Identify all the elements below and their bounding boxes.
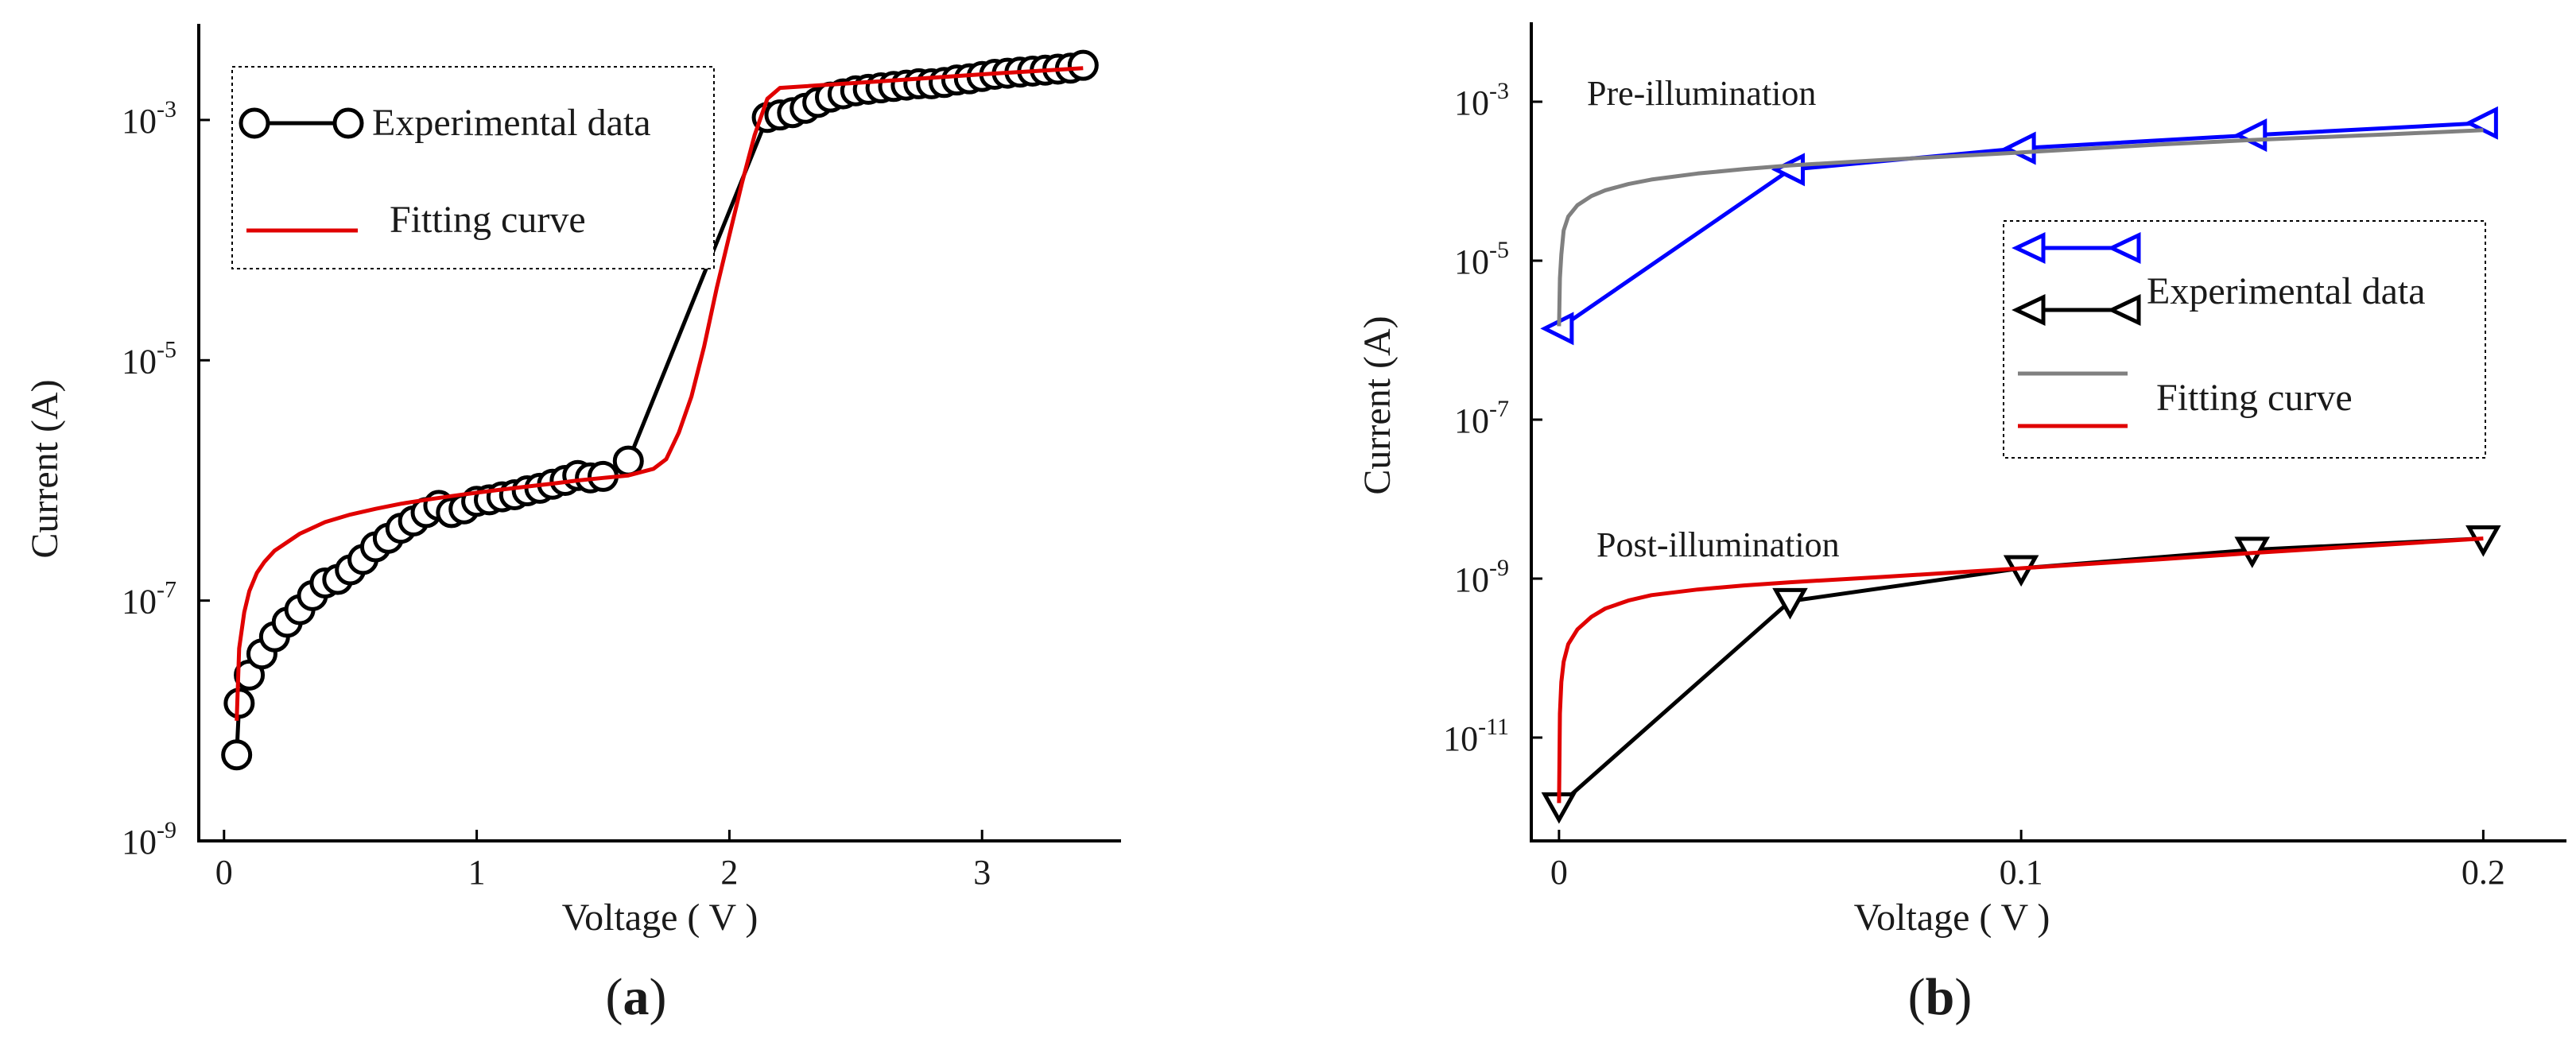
panel-b-legend-entry-experimental-pre	[2012, 232, 2141, 264]
panel-b-legend-box	[2003, 220, 2486, 459]
panel-b-data-point	[1771, 153, 1805, 187]
panel-b-legend-label-fitting: Fitting curve	[2156, 377, 2353, 419]
panel-a-series	[221, 49, 1099, 771]
panel-a-y-tick-label: 10-9	[122, 817, 177, 862]
panel-b-annotation-pre: Pre-illumination	[1587, 74, 1816, 113]
circle-marker-icon	[239, 107, 270, 139]
panel-a-x-tick-label: 3	[973, 853, 991, 892]
panel-a-label: (a)	[606, 968, 667, 1026]
panel-b-x-tick-label: 0	[1550, 853, 1568, 892]
triangle-left-marker-icon	[2107, 232, 2141, 264]
panel-b-series-line-fitting-curve-pre-illumination	[1557, 128, 2484, 327]
panel-b-y-tick-label: 10-11	[1443, 714, 1509, 758]
panel-b-x-ticks: 0 0.1 0.2	[1550, 830, 2505, 892]
panel-a-series-line-fitting-curve-1	[235, 66, 1084, 721]
panel-b-y-tick-label: 10-3	[1454, 78, 1509, 122]
panel-b-y-tick-label: 10-5	[1454, 237, 1509, 281]
panel-a-legend-box	[231, 66, 715, 269]
panel-b-legend-label-experimental: Experimental data	[2147, 270, 2426, 312]
panel-a-legend-entry-experimental: Experimental data	[239, 102, 651, 144]
panel-a-x-tick-label: 1	[468, 853, 486, 892]
triangle-left-marker-icon	[2012, 294, 2046, 326]
panel-a-x-tick-label: 2	[720, 853, 738, 892]
panel-a-legend-label-experimental: Experimental data	[372, 102, 651, 144]
panel-a-y-tick-label: 10-3	[122, 96, 177, 141]
panel-b-y-axis-title: Current (A)	[1356, 316, 1399, 494]
triangle-left-marker-icon	[2107, 294, 2141, 326]
panel-a-legend-label-fitting: Fitting curve	[390, 199, 586, 241]
panel-b-label-letter: b	[1926, 968, 1955, 1026]
panel-b-y-tick-label: 10-9	[1454, 555, 1509, 599]
panel-a-y-tick-label: 10-7	[122, 577, 177, 622]
panel-b-annotation-post: Post-illumination	[1596, 525, 1840, 564]
circle-marker-icon	[332, 107, 364, 139]
panel-b-x-tick-label: 0.2	[2462, 853, 2505, 892]
panel-b-x-axis-title: Voltage ( V )	[1854, 897, 2050, 939]
panel-a-label-letter: a	[623, 968, 650, 1026]
panel-a-x-axis-title: Voltage ( V )	[562, 897, 758, 939]
panel-a-data-point	[221, 739, 253, 771]
panel-a-legend-entry-fitting: Fitting curve	[246, 199, 586, 241]
panel-a-y-ticks: 10-9 10-7 10-5 10-3	[122, 96, 210, 862]
panel-b-data-point	[2002, 131, 2036, 165]
panel-a-y-axis-title: Current (A)	[24, 379, 66, 558]
panel-a-chart: 0 1 2 3 10-9 10-7 10-5 10-3 Voltage ( V ) Curr…	[24, 24, 1121, 1026]
panel-b-y-tick-label: 10-7	[1454, 396, 1509, 440]
panel-b-series	[1540, 106, 2501, 824]
panel-b-y-ticks: 10-11 10-9 10-7 10-5 10-3	[1443, 78, 1542, 758]
panel-a-legend: Experimental data Fitting curve	[231, 66, 715, 269]
triangle-left-marker-icon	[2012, 232, 2046, 264]
panel-a-y-tick-label: 10-5	[122, 336, 177, 381]
panel-a-data-point	[1067, 49, 1099, 81]
panel-b-label: (b)	[1908, 968, 1973, 1026]
panel-b-legend: Experimental data Fitting curve	[2003, 220, 2486, 459]
panel-b-x-tick-label: 0.1	[2000, 853, 2043, 892]
panel-b-axes	[1530, 22, 2566, 842]
panel-b-chart: 0 0.1 0.2 10-11 10-9 10-7 10-5 10-3 Pre-illumi…	[1356, 22, 2566, 1026]
panel-b-series-line-fitting-curve-post-illumination	[1557, 536, 2484, 804]
panel-a-x-tick-label: 0	[215, 853, 233, 892]
panel-b-legend-entry-experimental-post	[2012, 294, 2141, 326]
panel-a-x-ticks: 0 1 2 3	[215, 830, 991, 892]
panel-a-axes	[197, 24, 1121, 842]
panel-a-data-point	[612, 445, 644, 477]
panel-b-data-point	[1772, 587, 1808, 620]
